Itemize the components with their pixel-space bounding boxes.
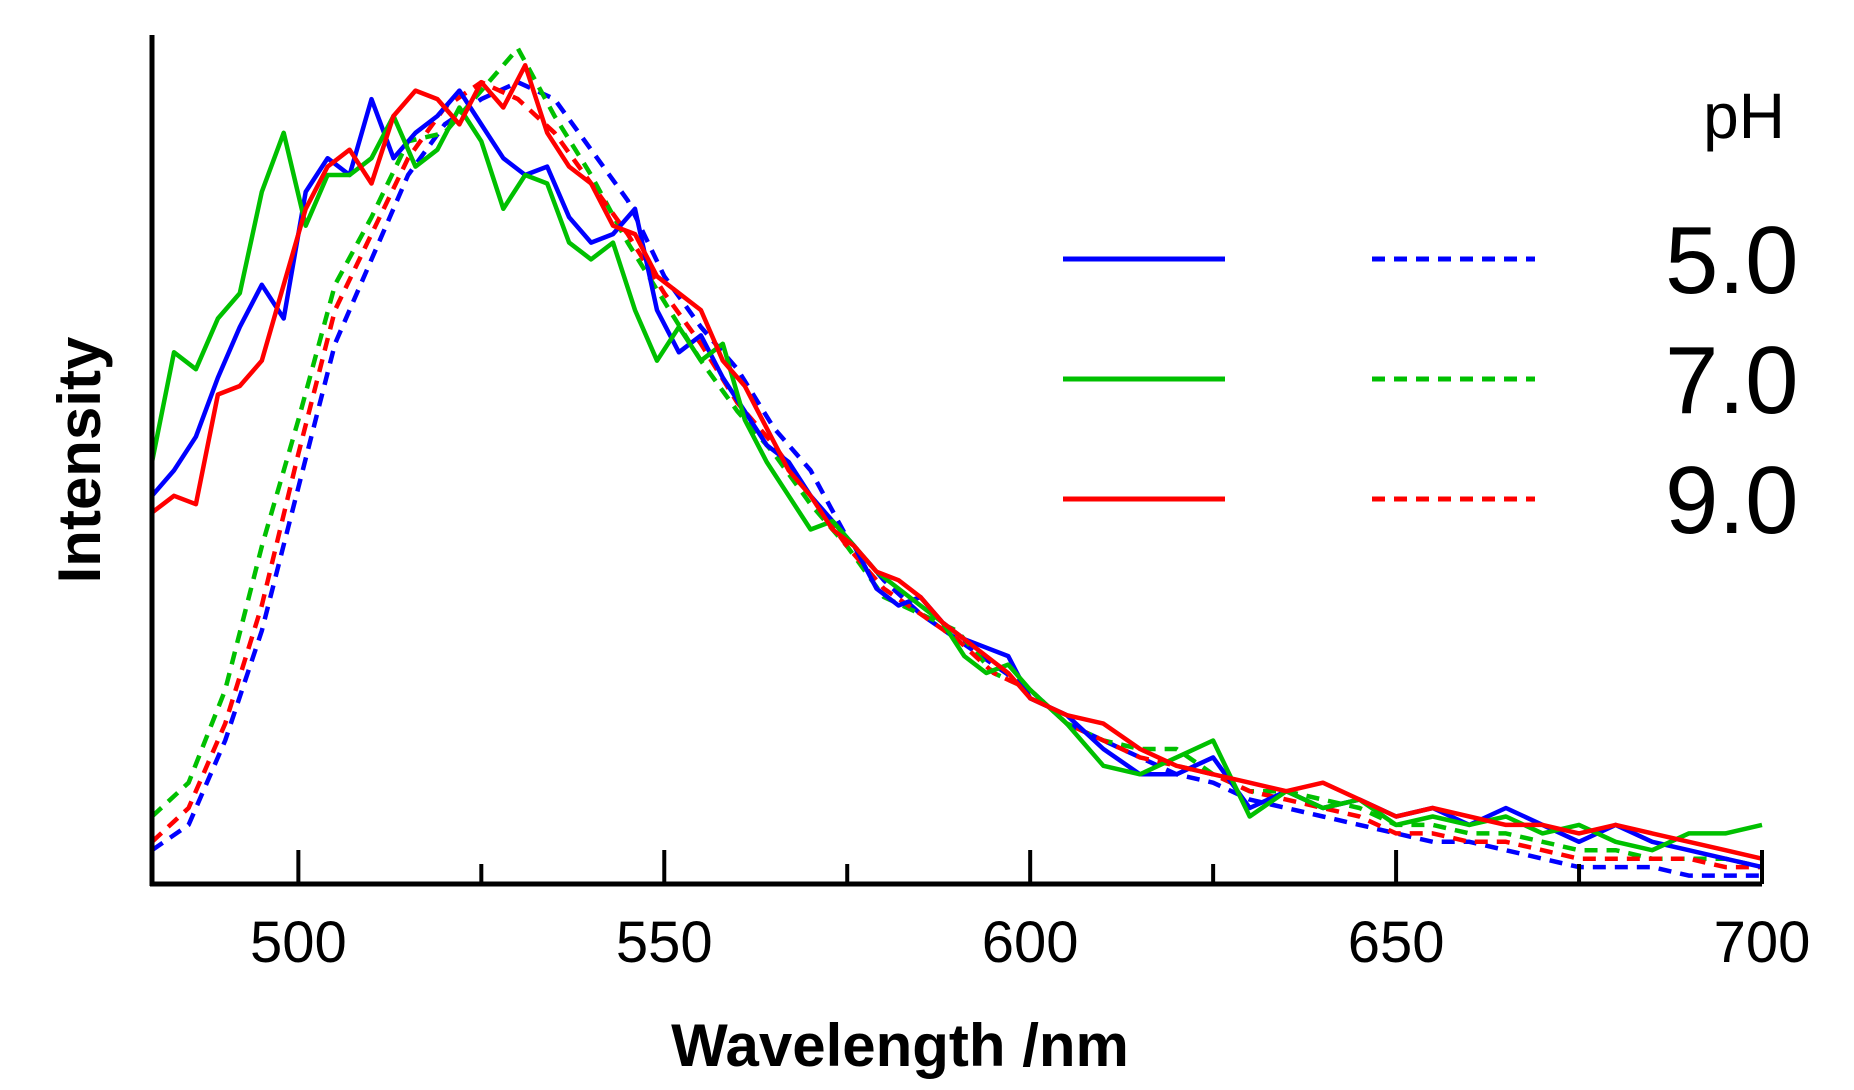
series-line-ph-5-0-dashed <box>150 79 1762 878</box>
legend-label: 7.0 <box>1665 327 1798 434</box>
legend-label: 9.0 <box>1665 447 1798 554</box>
series-layer <box>149 46 1763 878</box>
series-line-ph-7-0-dashed <box>150 46 1763 870</box>
x-tick-label: 550 <box>616 910 713 975</box>
y-axis-title: Intensity <box>46 336 113 583</box>
series-line-ph-5-0-solid <box>150 88 1763 870</box>
x-axis-title: Wavelength /nm <box>671 1012 1129 1079</box>
legend-title: pH <box>1703 80 1785 152</box>
x-tick-label: 600 <box>982 910 1079 975</box>
series-line-ph-9-0-dashed <box>150 79 1762 870</box>
legend-label: 5.0 <box>1665 207 1798 314</box>
axes: 500 550 600 650 700 <box>149 35 1811 975</box>
series-line-ph-7-0-solid <box>149 105 1763 853</box>
x-tick-label: 700 <box>1714 910 1811 975</box>
x-tick-label: 500 <box>250 910 347 975</box>
legend: pH 5.0 7.0 9.0 <box>1063 80 1798 554</box>
x-tick-label: 650 <box>1348 910 1445 975</box>
series-line-ph-9-0-solid <box>150 63 1763 861</box>
